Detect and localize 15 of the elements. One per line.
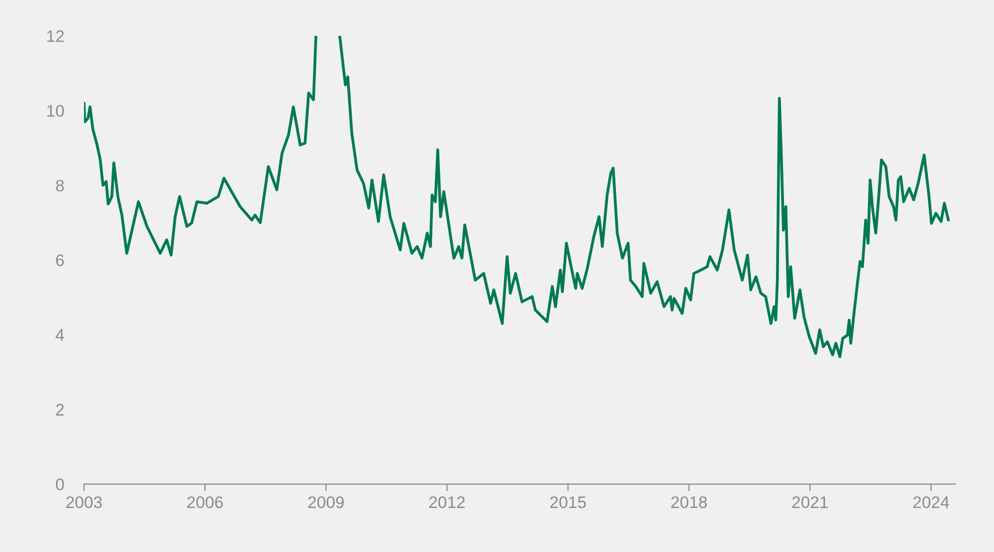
y-tick-label: 4 [56,329,64,341]
y-tick-label: 6 [56,254,64,266]
x-tick-label: 2018 [671,496,707,508]
x-tick-label: 2003 [66,496,102,508]
y-tick-label: 0 [56,478,64,490]
y-tick-label: 2 [56,404,64,416]
x-tick-label: 2009 [308,496,344,508]
y-tick-label: 10 [47,104,64,117]
x-tick-label: 2006 [187,496,223,508]
x-tick-label: 2012 [429,496,465,508]
y-tick-label: 12 [47,30,64,42]
x-tick-label: 2021 [792,496,828,508]
y-tick-label: 8 [56,180,64,192]
x-tick-label: 2015 [550,496,586,508]
x-tick-label: 2024 [913,496,950,508]
